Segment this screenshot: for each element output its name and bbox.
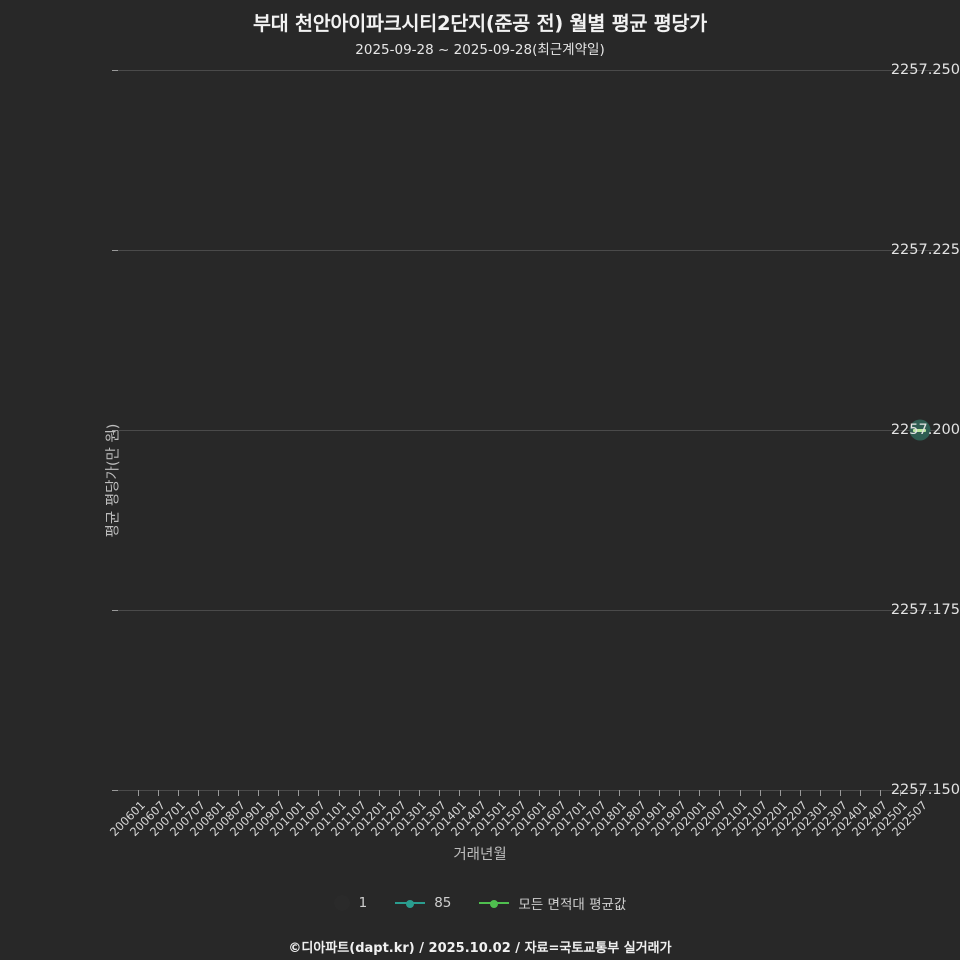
x-tick-mark <box>899 790 901 796</box>
x-tick-mark <box>298 790 300 796</box>
legend-marker-line-icon <box>395 896 426 910</box>
data-point-dash <box>913 428 927 432</box>
legend-item-label: 1 <box>358 895 368 911</box>
x-tick-mark <box>579 790 581 796</box>
y-tick-label: 2257.250 <box>890 62 960 78</box>
legend-line-knob <box>406 899 415 908</box>
gridline <box>118 250 940 251</box>
x-tick-mark <box>178 790 180 796</box>
x-axis-title: 거래년월 <box>453 847 507 863</box>
y-tick-label: 2257.150 <box>890 782 960 798</box>
x-tick-mark <box>198 790 200 796</box>
x-tick-mark <box>879 790 881 796</box>
data-point[interactable] <box>909 419 931 441</box>
legend-marker-dot-icon <box>333 895 350 911</box>
x-tick-mark <box>498 790 500 796</box>
gridline <box>118 70 940 71</box>
x-tick-mark <box>218 790 220 796</box>
y-tick-label: 2257.175 <box>890 602 960 618</box>
x-tick-mark <box>358 790 360 796</box>
x-tick-mark <box>398 790 400 796</box>
x-tick-mark <box>779 790 781 796</box>
x-tick-mark <box>378 790 380 796</box>
x-tick-mark <box>819 790 821 796</box>
x-tick-mark <box>839 790 841 796</box>
x-axis-line <box>118 790 940 791</box>
y-tick-label: 2257.225 <box>890 242 960 258</box>
legend-marker-line-icon <box>479 896 510 910</box>
y-tick-mark <box>112 250 118 251</box>
x-tick-mark <box>859 790 861 796</box>
x-tick-mark <box>699 790 701 796</box>
x-tick-mark <box>238 790 240 796</box>
chart-subtitle: 2025-09-28 ~ 2025-09-28(최근계약일) <box>355 42 605 58</box>
x-tick-mark <box>418 790 420 796</box>
legend: 1 85 모든 면적대 평균값 <box>0 893 960 913</box>
x-tick-mark <box>438 790 440 796</box>
gridline <box>118 610 940 611</box>
x-tick-mark <box>639 790 641 796</box>
x-tick-mark <box>659 790 661 796</box>
y-tick-mark <box>112 430 118 431</box>
x-tick-mark <box>919 790 921 796</box>
y-tick-label: 2257.200 <box>890 422 960 438</box>
legend-item[interactable]: 모든 면적대 평균값 <box>479 893 626 913</box>
y-tick-mark <box>112 610 118 611</box>
page-title: 부대 천안아이파크시티2단지(준공 전) 월별 평균 평당가 <box>252 12 708 35</box>
x-tick-mark <box>619 790 621 796</box>
legend-item-label: 85 <box>434 895 452 911</box>
x-tick-mark <box>679 790 681 796</box>
x-tick-mark <box>599 790 601 796</box>
x-tick-mark <box>138 790 140 796</box>
legend-item[interactable]: 85 <box>395 895 451 911</box>
x-tick-mark <box>518 790 520 796</box>
y-tick-mark <box>112 70 118 71</box>
x-tick-mark <box>278 790 280 796</box>
x-tick-mark <box>458 790 460 796</box>
x-tick-mark <box>559 790 561 796</box>
x-tick-mark <box>799 790 801 796</box>
gridline <box>118 430 940 431</box>
footer-credit: ©디아파트(dapt.kr) / 2025.10.02 / 자료=국토교통부 실… <box>288 941 672 956</box>
x-tick-mark <box>759 790 761 796</box>
x-tick-mark <box>719 790 721 796</box>
x-tick-mark <box>739 790 741 796</box>
legend-line-knob <box>490 899 499 908</box>
x-tick-mark <box>338 790 340 796</box>
legend-item-label: 모든 면적대 평균값 <box>518 897 627 913</box>
x-tick-mark <box>318 790 320 796</box>
x-tick-mark <box>258 790 260 796</box>
x-tick-mark <box>478 790 480 796</box>
legend-item[interactable]: 1 <box>333 895 368 911</box>
x-tick-mark <box>539 790 541 796</box>
y-tick-mark <box>112 790 118 791</box>
x-tick-mark <box>158 790 160 796</box>
plot-area <box>118 70 940 791</box>
